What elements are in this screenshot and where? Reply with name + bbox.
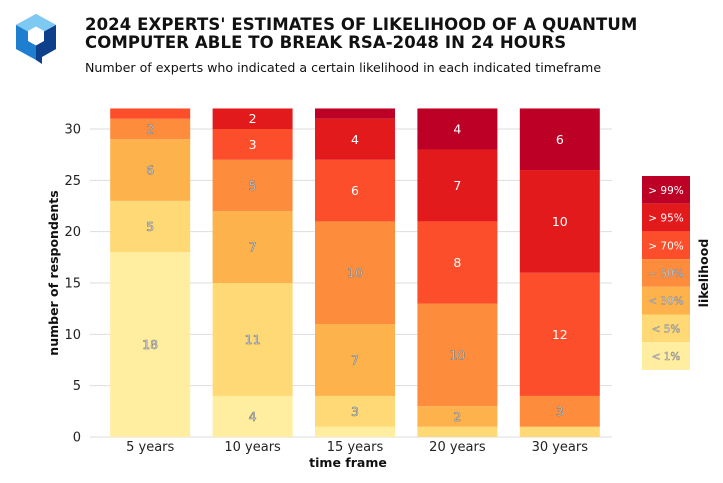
bar-segment-label: 7	[453, 178, 461, 193]
bar-segment	[212, 395, 293, 437]
bar-segment	[212, 129, 293, 160]
bar-segment	[417, 108, 498, 150]
legend-swatch	[642, 203, 690, 232]
bar-segment	[417, 149, 498, 222]
bar-segment-label: 3	[556, 404, 564, 419]
y-tick-label: 0	[73, 431, 81, 446]
bar-segment-label: 2	[453, 409, 461, 424]
y-tick-label: 30	[64, 123, 81, 138]
y-axis-title: number of respondents	[46, 190, 61, 355]
bar-segment	[315, 426, 395, 437]
bar-segment	[519, 272, 600, 396]
x-tick-label: 5 years	[126, 440, 174, 455]
legend-item-label: < 30%	[648, 296, 683, 308]
legend-swatch	[642, 286, 690, 315]
bar-segment-label: 10	[552, 214, 568, 229]
bar-segment-label: 10	[449, 347, 465, 362]
bar-segment	[315, 118, 395, 160]
bar-segment-label: 8	[453, 255, 461, 270]
y-tick-label: 5	[73, 379, 81, 394]
bar-segment-label: 5	[249, 178, 257, 193]
legend-swatch	[642, 314, 690, 343]
y-tick-label: 25	[64, 174, 81, 189]
x-axis-ticks: 5 years 10 years 15 years 20 years 30 years	[126, 440, 588, 455]
bar-segment	[315, 221, 395, 325]
bar-segment	[110, 118, 191, 140]
y-axis-ticks: 0 5 10 15 20 25 30	[64, 123, 81, 446]
bar-segment	[417, 406, 498, 427]
bar-segment	[417, 426, 498, 437]
bar-segment-label: 4	[453, 122, 461, 137]
legend-swatch	[642, 176, 690, 204]
bar-segment	[110, 108, 191, 119]
bar-segment	[212, 159, 293, 212]
x-tick-label: 30 years	[532, 440, 589, 455]
legend-item-label: > 99%	[648, 185, 683, 197]
bar-segment	[519, 108, 600, 171]
x-axis-title: time frame	[309, 455, 387, 470]
bar-segment	[519, 395, 600, 427]
bar-segment-label: 11	[245, 332, 261, 347]
bar-segment-label: 6	[556, 132, 564, 147]
bar-segment	[519, 426, 600, 437]
bar-segment	[315, 324, 395, 396]
y-tick-label: 10	[64, 328, 81, 343]
legend-swatch	[642, 342, 690, 370]
bar-segment-label: 7	[351, 353, 359, 368]
legend-swatch	[642, 231, 690, 260]
bars: 18 5 6 2 4 11 7 5 3 2 3 7 10 6 4 2 10 8 7 4 3 12 10 6	[110, 108, 600, 437]
bar-segment-label: 10	[347, 265, 363, 280]
legend-item-label: > 95%	[648, 213, 683, 225]
x-tick-label: 20 years	[429, 440, 486, 455]
bar-segment-label: 2	[146, 122, 154, 137]
legend-title: likelihood	[696, 239, 711, 308]
bar-segment	[315, 395, 395, 427]
bar-segment	[519, 170, 600, 273]
bar-segment-label: 4	[249, 409, 257, 424]
bar-segment-label: 3	[351, 404, 359, 419]
legend-item-label: < 5%	[652, 323, 681, 335]
bar-segment-label: 2	[249, 111, 257, 126]
bar-segment-label: 7	[249, 240, 257, 255]
legend-item-label: > 70%	[648, 240, 683, 252]
bar-segment	[417, 303, 498, 407]
bar-segment-label: 18	[142, 337, 158, 352]
bar-segment	[110, 139, 191, 201]
bar-segment	[212, 108, 293, 129]
bar-segment	[212, 211, 293, 283]
bar-segment-label: 5	[146, 219, 154, 234]
bar-segment	[315, 159, 395, 222]
legend: > 99% > 95% > 70% ~ 50% < 30% < 5% < 1%	[642, 176, 690, 370]
bar-segment	[417, 221, 498, 304]
x-tick-label: 15 years	[327, 440, 384, 455]
chart-subtitle: Number of experts who indicated a certai…	[85, 60, 602, 75]
legend-item-label: ~ 50%	[648, 268, 683, 280]
bar-segment-label: 3	[249, 137, 257, 152]
bar-segment-label: 4	[351, 132, 359, 147]
bar-segment	[315, 108, 395, 119]
y-tick-label: 20	[64, 225, 81, 240]
bar-segment-label: 6	[146, 163, 154, 178]
bar-segment-label: 12	[552, 327, 568, 342]
bar-segment-label: 6	[351, 183, 359, 198]
bar-segment	[110, 252, 191, 437]
legend-swatch	[642, 259, 690, 287]
chart-title: 2024 EXPERTS' ESTIMATES OF LIKELIHOOD OF…	[85, 15, 638, 52]
cube-logo-icon	[16, 14, 56, 64]
legend-item-label: < 1%	[652, 351, 681, 363]
bar-segment	[110, 200, 191, 253]
bar-segment	[212, 283, 293, 396]
y-tick-label: 15	[64, 277, 81, 292]
x-tick-label: 10 years	[224, 440, 281, 455]
